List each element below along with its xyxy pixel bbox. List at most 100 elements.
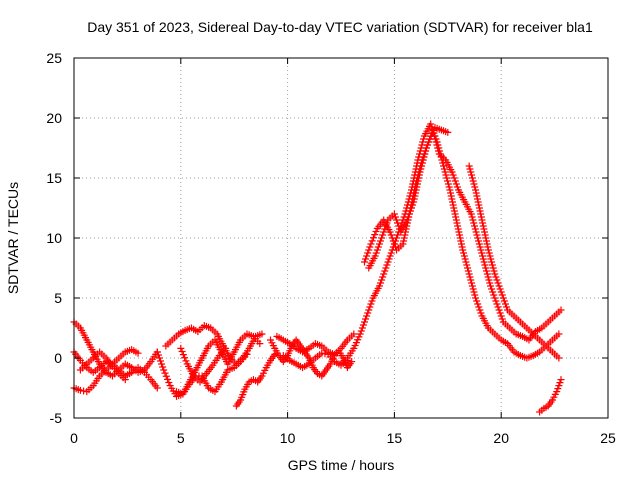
y-tick-label: 0 <box>54 350 62 366</box>
data-point <box>496 309 504 317</box>
data-point <box>448 198 456 206</box>
data-point <box>368 297 376 305</box>
data-point <box>476 306 484 314</box>
data-point <box>402 225 410 233</box>
data-point <box>364 309 372 317</box>
data-point <box>160 366 168 374</box>
y-tick-label: 5 <box>54 290 62 306</box>
data-point <box>478 249 486 257</box>
data-point <box>473 192 481 200</box>
data-point <box>484 243 492 251</box>
y-tick-label: 10 <box>46 230 62 246</box>
data-point <box>382 264 390 272</box>
data-point <box>363 252 371 260</box>
x-tick-label: 10 <box>280 430 296 446</box>
data-point <box>444 128 452 136</box>
data-point <box>477 309 485 317</box>
data-point <box>483 267 491 275</box>
data-point <box>424 141 432 149</box>
data-point <box>555 330 563 338</box>
data-point <box>366 243 374 251</box>
data-point <box>494 279 502 287</box>
data-point <box>360 318 368 326</box>
data-point <box>475 204 483 212</box>
data-point <box>386 228 394 236</box>
data-point <box>390 240 398 248</box>
data-point <box>177 344 185 352</box>
data-point <box>451 210 459 218</box>
series-trace-j <box>267 336 356 380</box>
data-point <box>469 285 477 293</box>
data-point <box>411 183 419 191</box>
data-point <box>456 231 464 239</box>
data-point <box>464 267 472 275</box>
data-point <box>458 243 466 251</box>
data-point <box>556 379 564 387</box>
data-point <box>462 258 470 266</box>
data-point <box>487 282 495 290</box>
data-point <box>492 273 500 281</box>
data-point <box>554 385 562 393</box>
data-point <box>483 270 491 278</box>
data-point <box>471 291 479 299</box>
data-point <box>468 174 476 182</box>
data-point <box>414 171 422 179</box>
data-point <box>453 183 461 191</box>
data-point <box>475 303 483 311</box>
data-point <box>489 288 497 296</box>
data-point <box>449 201 457 209</box>
data-point <box>161 369 169 377</box>
data-point <box>470 219 478 227</box>
data-point <box>471 222 478 230</box>
data-point <box>460 249 468 257</box>
data-point <box>390 210 398 218</box>
data-point <box>466 165 474 173</box>
y-tick-label: 15 <box>46 170 62 186</box>
data-point <box>444 177 452 185</box>
data-point <box>498 291 506 299</box>
data-point <box>418 156 426 164</box>
data-point <box>490 291 498 299</box>
data-point <box>363 312 371 320</box>
data-point <box>350 330 358 338</box>
data-point <box>409 195 417 203</box>
data-point <box>365 246 373 254</box>
data-point <box>162 372 170 380</box>
data-point <box>256 340 264 348</box>
data-point <box>165 378 173 386</box>
data-point <box>479 219 487 227</box>
data-point <box>154 351 162 359</box>
data-point <box>467 210 475 218</box>
data-point <box>419 138 427 146</box>
data-point <box>377 279 385 287</box>
data-point <box>391 213 399 221</box>
data-point <box>452 216 460 224</box>
data-point <box>446 186 454 194</box>
data-point <box>441 168 449 176</box>
data-point <box>399 240 407 248</box>
data-point <box>468 282 476 290</box>
data-point <box>178 348 186 356</box>
data-point <box>179 351 187 359</box>
data-point <box>153 348 161 356</box>
data-point <box>153 384 161 392</box>
data-point <box>491 270 499 278</box>
data-point <box>477 246 485 254</box>
data-point <box>222 344 230 352</box>
y-tick-labels: -5 0 5 10 15 20 25 <box>46 50 62 426</box>
series-trace-i <box>232 350 279 410</box>
data-point <box>475 237 483 245</box>
data-point <box>449 171 457 179</box>
data-point <box>495 282 503 290</box>
data-point <box>474 234 482 242</box>
data-point <box>157 357 165 365</box>
data-point <box>473 297 481 305</box>
data-point <box>478 216 486 224</box>
data-point <box>357 327 365 335</box>
data-point <box>447 189 455 197</box>
data-point <box>348 358 356 366</box>
data-point <box>417 159 425 167</box>
data-point <box>488 258 496 266</box>
data-point <box>406 207 414 215</box>
data-point <box>479 252 487 260</box>
